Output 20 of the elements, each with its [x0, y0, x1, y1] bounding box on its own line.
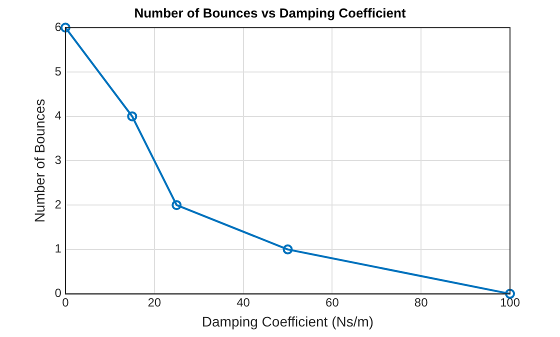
y-tick-label: 2 [54, 197, 62, 212]
y-tick-label: 4 [54, 108, 62, 123]
x-tick-label: 40 [236, 295, 250, 310]
chart-title: Number of Bounces vs Damping Coefficient [134, 5, 406, 20]
point [60, 22, 70, 33]
y-tick-label: 5 [54, 64, 62, 78]
point [505, 288, 515, 299]
y-tick-label: 3 [54, 153, 62, 168]
x-tick-label: 100 [500, 295, 520, 310]
point [172, 200, 182, 210]
x-tick-label: 60 [326, 295, 340, 310]
x-tick-label: 20 [148, 295, 162, 310]
point [282, 244, 293, 254]
x-axis-title: Damping Coefficient (Ns/m) [202, 313, 374, 330]
y-tick-label: 1 [54, 242, 62, 256]
point [127, 111, 138, 122]
y-tick-label: 0 [54, 286, 62, 300]
x-tick-label: 80 [414, 295, 428, 310]
y-axis-title: Number of Bounces [31, 98, 48, 223]
y-tick-label: 6 [54, 20, 62, 34]
